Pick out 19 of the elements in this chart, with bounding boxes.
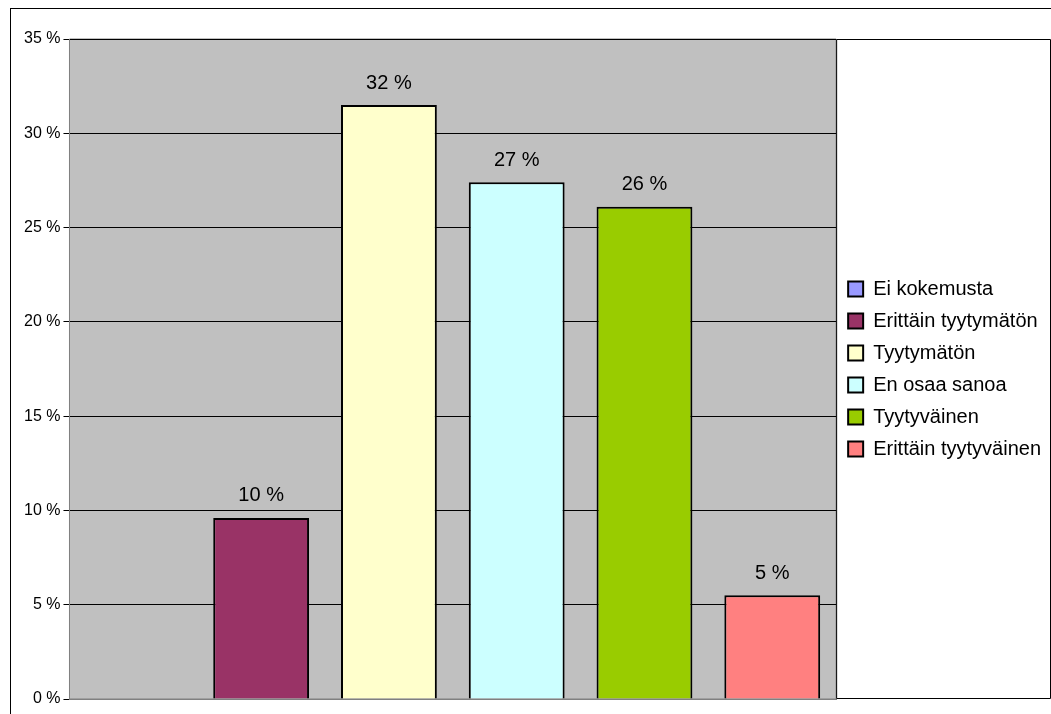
data-label: 26 %: [621, 172, 668, 195]
legend-label: Erittäin tyytymätön: [873, 308, 1038, 331]
data-label: 10 %: [238, 483, 285, 506]
y-tick-label: 25 %: [24, 217, 61, 235]
legend-label: Ei kokemusta: [873, 276, 995, 299]
data-label: 5 %: [755, 560, 790, 583]
data-label: 32 %: [366, 70, 412, 93]
legend-label: En osaa sanoa: [873, 372, 1008, 395]
y-tick-label: 0 %: [32, 689, 61, 707]
legend-label: Tyytyväinen: [873, 404, 979, 427]
y-tick-label: 20 %: [24, 312, 61, 330]
y-tick-label: 15 %: [24, 406, 61, 424]
y-tick-label: 5 %: [32, 595, 61, 613]
y-tick-label: 35 %: [24, 29, 61, 47]
y-tick-label: 10 %: [24, 500, 61, 518]
data-label: 27 %: [493, 147, 540, 170]
legend-label: Erittäin tyytyväinen: [873, 436, 1042, 459]
legend-label: Tyytymätön: [873, 340, 976, 363]
y-tick-label: 30 %: [24, 123, 61, 141]
